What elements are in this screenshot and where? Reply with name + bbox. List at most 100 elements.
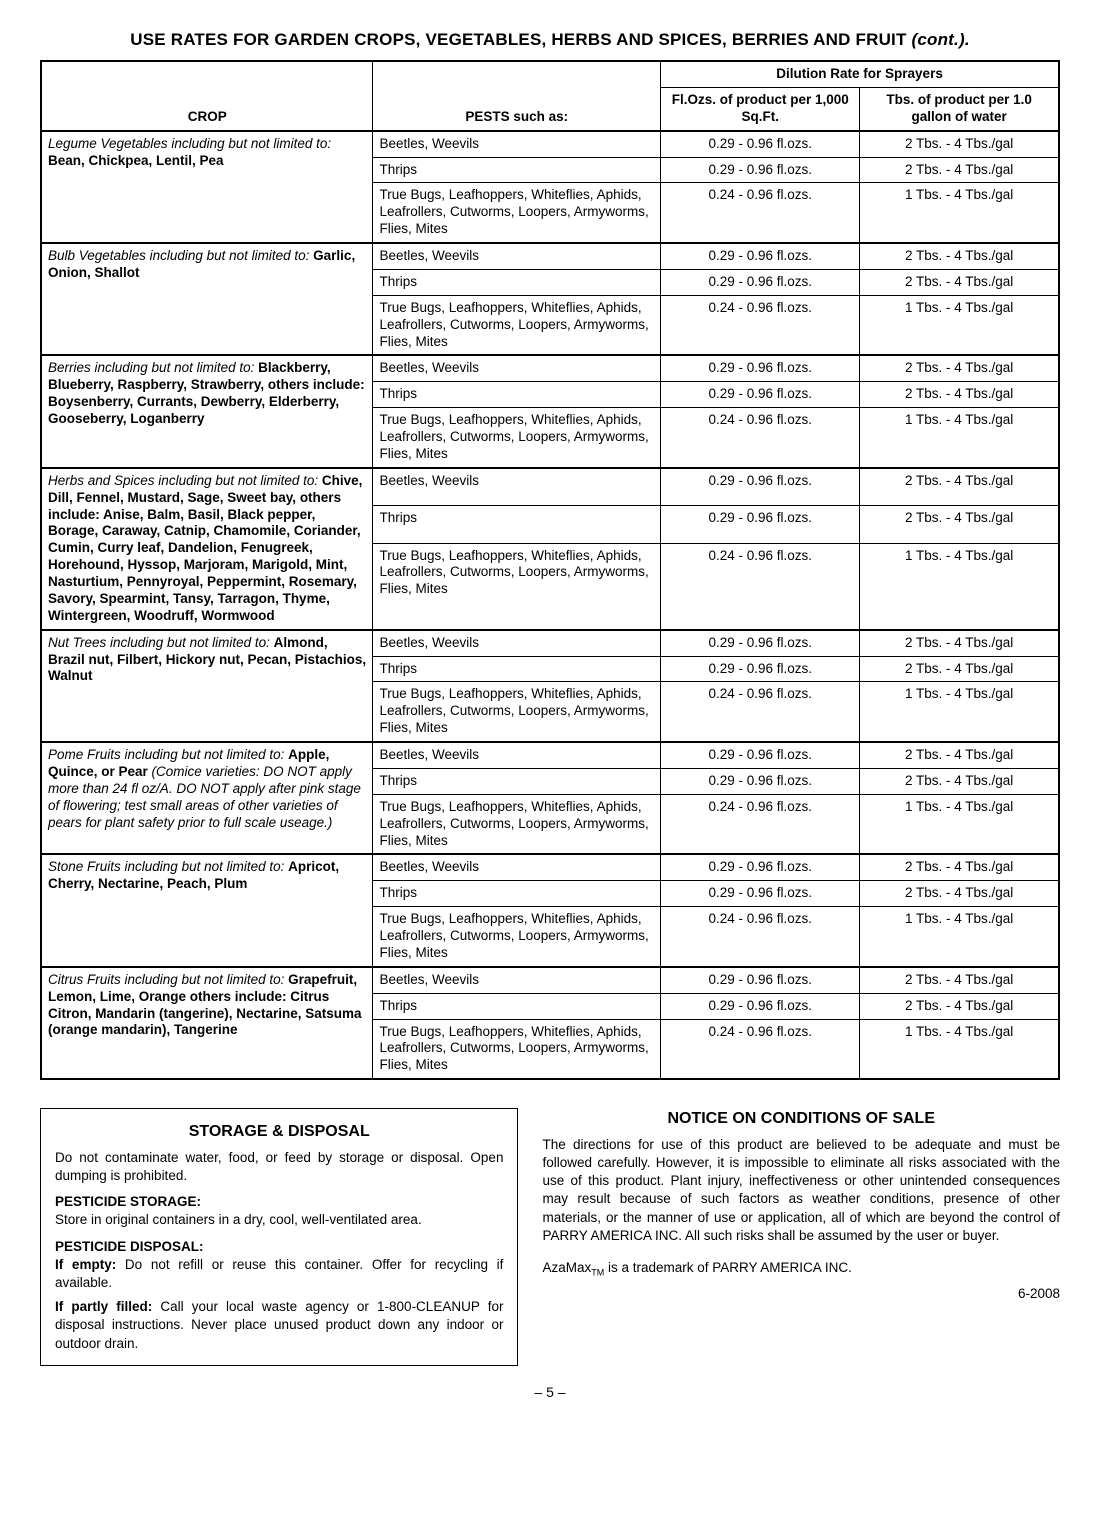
header-tbs: Tbs. of product per 1.0 gallon of water (860, 87, 1059, 130)
crop-intro: Bulb Vegetables including but not limite… (48, 248, 313, 263)
storage-empty-label: If empty: (55, 1257, 125, 1272)
pest-cell: Beetles, Weevils (373, 630, 661, 656)
pest-cell: Thrips (373, 157, 661, 183)
title-main: USE RATES FOR GARDEN CROPS, VEGETABLES, … (130, 30, 911, 49)
trademark-post: is a trademark of PARRY AMERICA INC. (604, 1260, 852, 1275)
tbs-cell: 2 Tbs. - 4 Tbs./gal (860, 382, 1059, 408)
floz-cell: 0.29 - 0.96 fl.ozs. (661, 468, 860, 506)
crop-intro: Nut Trees including but not limited to: (48, 635, 274, 650)
tbs-cell: 1 Tbs. - 4 Tbs./gal (860, 794, 1059, 854)
trademark-pre: AzaMax (542, 1260, 591, 1275)
floz-cell: 0.29 - 0.96 fl.ozs. (661, 269, 860, 295)
storage-p-storage: Store in original containers in a dry, c… (55, 1211, 503, 1229)
title-cont: (cont.). (911, 30, 969, 49)
storage-title: STORAGE & DISPOSAL (55, 1121, 503, 1143)
tbs-cell: 2 Tbs. - 4 Tbs./gal (860, 131, 1059, 157)
floz-cell: 0.29 - 0.96 fl.ozs. (661, 630, 860, 656)
page-title: USE RATES FOR GARDEN CROPS, VEGETABLES, … (40, 30, 1060, 50)
pest-cell: Thrips (373, 993, 661, 1019)
tbs-cell: 2 Tbs. - 4 Tbs./gal (860, 768, 1059, 794)
pest-cell: True Bugs, Leafhoppers, Whiteflies, Aphi… (373, 907, 661, 967)
crop-cell: Herbs and Spices including but not limit… (41, 468, 373, 630)
pest-cell: Beetles, Weevils (373, 468, 661, 506)
storage-filled-label: If partly filled: (55, 1299, 160, 1314)
floz-cell: 0.24 - 0.96 fl.ozs. (661, 1019, 860, 1079)
tbs-cell: 2 Tbs. - 4 Tbs./gal (860, 468, 1059, 506)
date-code: 6-2008 (542, 1285, 1060, 1303)
notice-trademark: AzaMaxTM is a trademark of PARRY AMERICA… (542, 1259, 1060, 1279)
floz-cell: 0.24 - 0.96 fl.ozs. (661, 408, 860, 468)
pest-cell: Thrips (373, 768, 661, 794)
pest-cell: Thrips (373, 506, 661, 543)
storage-box: STORAGE & DISPOSAL Do not contaminate wa… (40, 1108, 518, 1366)
crop-cell: Stone Fruits including but not limited t… (41, 854, 373, 966)
floz-cell: 0.24 - 0.96 fl.ozs. (661, 295, 860, 355)
floz-cell: 0.29 - 0.96 fl.ozs. (661, 382, 860, 408)
crop-cell: Citrus Fruits including but not limited … (41, 967, 373, 1079)
tbs-cell: 2 Tbs. - 4 Tbs./gal (860, 742, 1059, 768)
tbs-cell: 1 Tbs. - 4 Tbs./gal (860, 183, 1059, 243)
storage-p1: Do not contaminate water, food, or feed … (55, 1149, 503, 1185)
tbs-cell: 2 Tbs. - 4 Tbs./gal (860, 355, 1059, 381)
storage-h-disposal: PESTICIDE DISPOSAL: (55, 1238, 503, 1256)
trademark-tm: TM (591, 1268, 604, 1278)
floz-cell: 0.29 - 0.96 fl.ozs. (661, 157, 860, 183)
pest-cell: Thrips (373, 269, 661, 295)
notice-title: NOTICE ON CONDITIONS OF SALE (542, 1108, 1060, 1130)
tbs-cell: 1 Tbs. - 4 Tbs./gal (860, 907, 1059, 967)
page-number: – 5 – (40, 1384, 1060, 1400)
crop-intro: Legume Vegetables including but not limi… (48, 136, 331, 151)
pest-cell: True Bugs, Leafhoppers, Whiteflies, Aphi… (373, 1019, 661, 1079)
floz-cell: 0.24 - 0.96 fl.ozs. (661, 794, 860, 854)
header-crop: CROP (41, 61, 373, 131)
tbs-cell: 1 Tbs. - 4 Tbs./gal (860, 543, 1059, 630)
pest-cell: True Bugs, Leafhoppers, Whiteflies, Aphi… (373, 794, 661, 854)
tbs-cell: 2 Tbs. - 4 Tbs./gal (860, 993, 1059, 1019)
crop-intro: Stone Fruits including but not limited t… (48, 859, 288, 874)
pest-cell: Beetles, Weevils (373, 243, 661, 269)
crop-list: Bean, Chickpea, Lentil, Pea (48, 153, 224, 168)
tbs-cell: 2 Tbs. - 4 Tbs./gal (860, 967, 1059, 993)
pest-cell: Beetles, Weevils (373, 131, 661, 157)
tbs-cell: 2 Tbs. - 4 Tbs./gal (860, 157, 1059, 183)
tbs-cell: 1 Tbs. - 4 Tbs./gal (860, 1019, 1059, 1079)
floz-cell: 0.24 - 0.96 fl.ozs. (661, 543, 860, 630)
pest-cell: True Bugs, Leafhoppers, Whiteflies, Aphi… (373, 183, 661, 243)
storage-empty: If empty: Do not refill or reuse this co… (55, 1256, 503, 1292)
header-floz: Fl.Ozs. of product per 1,000 Sq.Ft. (661, 87, 860, 130)
notice-body: The directions for use of this product a… (542, 1136, 1060, 1245)
floz-cell: 0.29 - 0.96 fl.ozs. (661, 656, 860, 682)
crop-cell: Bulb Vegetables including but not limite… (41, 243, 373, 355)
pest-cell: Beetles, Weevils (373, 742, 661, 768)
tbs-cell: 1 Tbs. - 4 Tbs./gal (860, 682, 1059, 742)
storage-h-storage: PESTICIDE STORAGE: (55, 1193, 503, 1211)
tbs-cell: 2 Tbs. - 4 Tbs./gal (860, 269, 1059, 295)
crop-cell: Pome Fruits including but not limited to… (41, 742, 373, 854)
pest-cell: Thrips (373, 382, 661, 408)
crop-intro: Citrus Fruits including but not limited … (48, 972, 288, 987)
floz-cell: 0.29 - 0.96 fl.ozs. (661, 967, 860, 993)
floz-cell: 0.24 - 0.96 fl.ozs. (661, 907, 860, 967)
crop-cell: Berries including but not limited to: Bl… (41, 355, 373, 467)
pest-cell: Beetles, Weevils (373, 967, 661, 993)
pest-cell: Beetles, Weevils (373, 854, 661, 880)
crop-cell: Legume Vegetables including but not limi… (41, 131, 373, 243)
crop-list: Chive, Dill, Fennel, Mustard, Sage, Swee… (48, 473, 362, 623)
floz-cell: 0.29 - 0.96 fl.ozs. (661, 506, 860, 543)
crop-intro: Pome Fruits including but not limited to… (48, 747, 288, 762)
floz-cell: 0.29 - 0.96 fl.ozs. (661, 881, 860, 907)
tbs-cell: 2 Tbs. - 4 Tbs./gal (860, 630, 1059, 656)
tbs-cell: 2 Tbs. - 4 Tbs./gal (860, 243, 1059, 269)
pest-cell: Thrips (373, 656, 661, 682)
crop-cell: Nut Trees including but not limited to: … (41, 630, 373, 742)
tbs-cell: 2 Tbs. - 4 Tbs./gal (860, 506, 1059, 543)
pest-cell: True Bugs, Leafhoppers, Whiteflies, Aphi… (373, 408, 661, 468)
floz-cell: 0.29 - 0.96 fl.ozs. (661, 854, 860, 880)
floz-cell: 0.29 - 0.96 fl.ozs. (661, 768, 860, 794)
floz-cell: 0.29 - 0.96 fl.ozs. (661, 131, 860, 157)
tbs-cell: 1 Tbs. - 4 Tbs./gal (860, 408, 1059, 468)
floz-cell: 0.24 - 0.96 fl.ozs. (661, 682, 860, 742)
notice-column: NOTICE ON CONDITIONS OF SALE The directi… (542, 1108, 1060, 1366)
pest-cell: True Bugs, Leafhoppers, Whiteflies, Aphi… (373, 295, 661, 355)
tbs-cell: 2 Tbs. - 4 Tbs./gal (860, 881, 1059, 907)
